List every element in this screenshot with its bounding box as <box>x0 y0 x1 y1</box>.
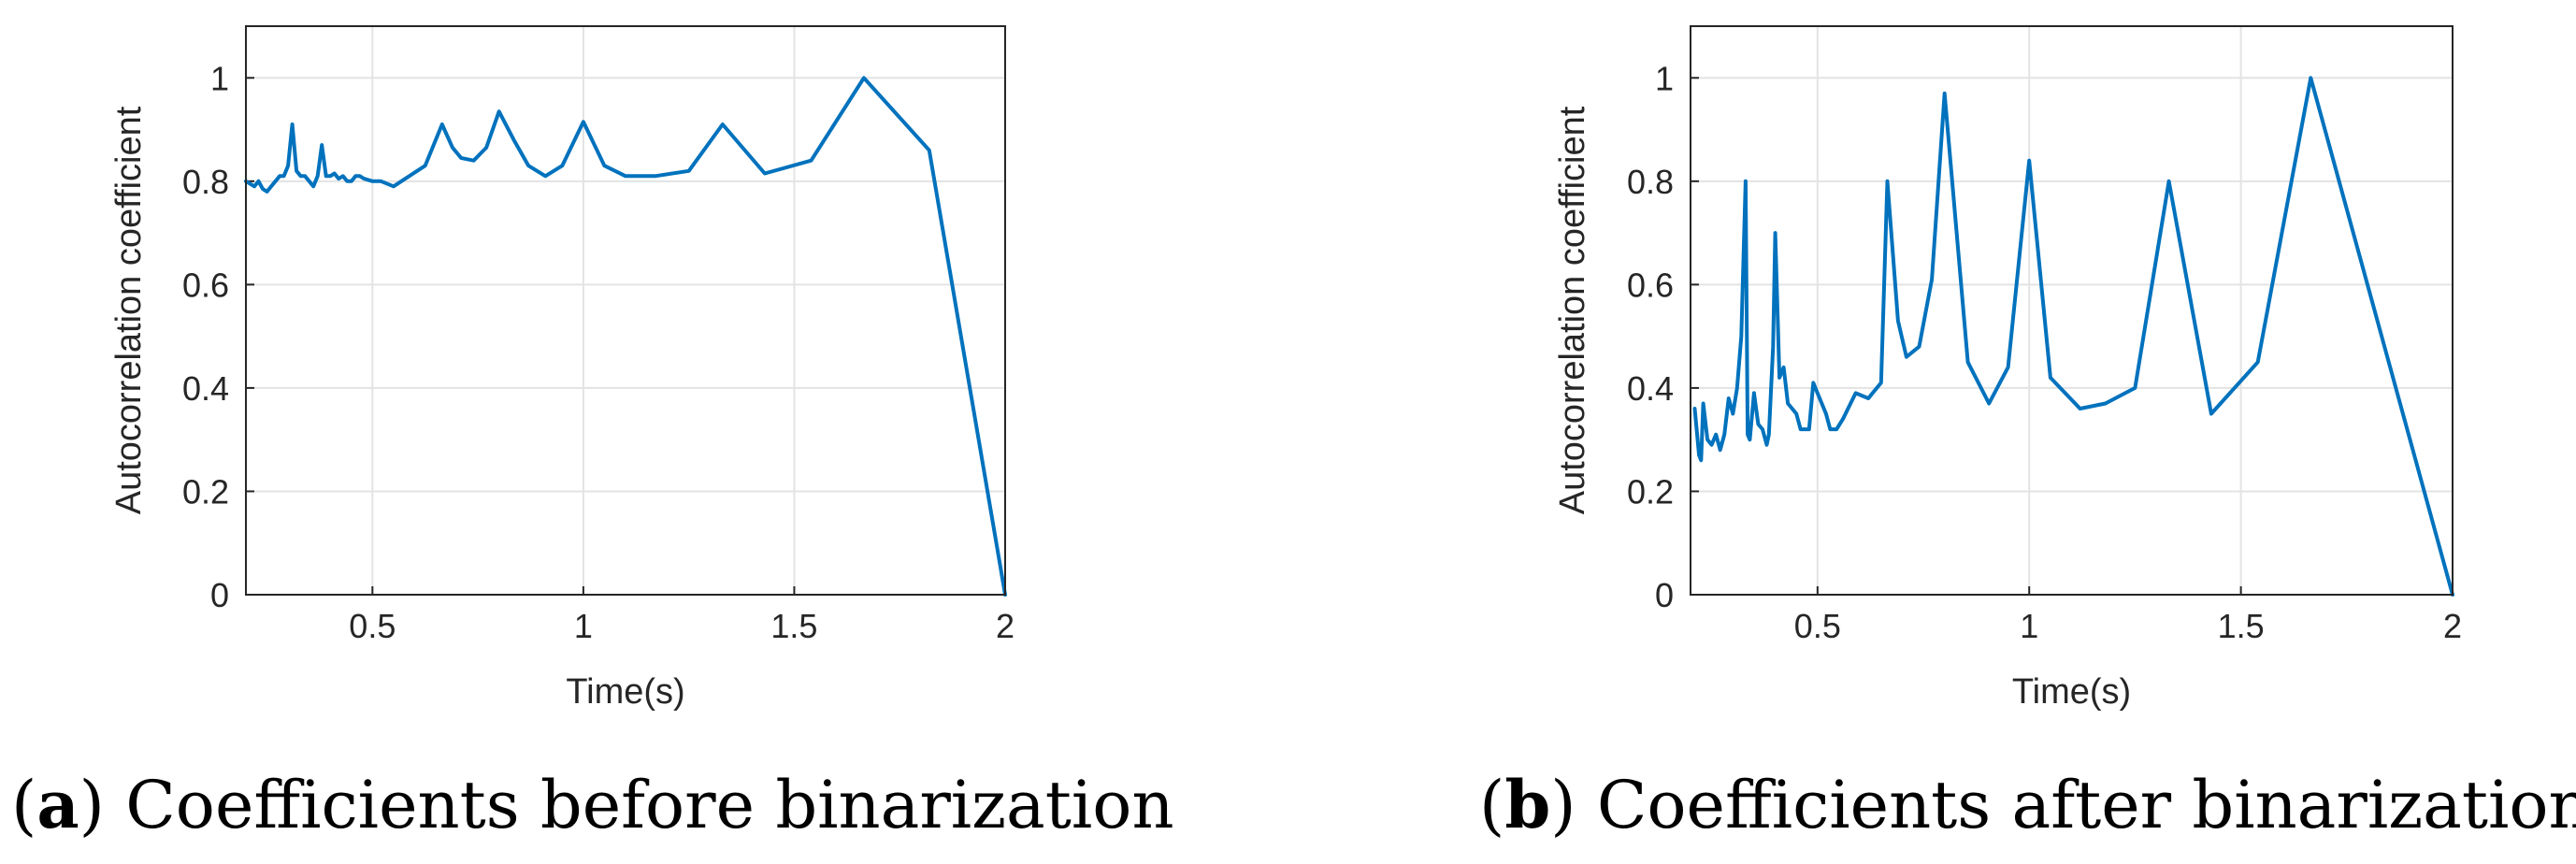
panel-a-caption: (a) Coefficients before binarization <box>11 766 1174 843</box>
panel-b-grid <box>1691 26 2454 596</box>
panel-a-x-axis-label: Time(s) <box>566 672 684 712</box>
panel-a-y-tick-label: 0 <box>210 576 229 614</box>
panel-a-y-tick-label: 0.4 <box>182 369 229 408</box>
panel-a: 0.5 1 1.5 2 0 0.2 0.4 0.6 0.8 1 Time(s) Autocorre… <box>0 0 1288 864</box>
panel-b-y-tick-label: 0.6 <box>1627 266 1674 304</box>
panel-b-y-tick-label: 0.4 <box>1627 369 1674 408</box>
panel-a-letter: a <box>36 766 79 843</box>
panel-b-labels: Time(s) Autocorrelation coefficient <box>1553 106 2131 712</box>
panel-b-letter: b <box>1504 766 1550 843</box>
panel-b-y-tick-label: 0.8 <box>1627 163 1674 201</box>
panel-b-series-line <box>1692 76 2454 597</box>
panel-b-y-axis-label: Autocorrelation coefficient <box>1553 106 1592 514</box>
panel-a-ticks: 0.5 1 1.5 2 0 0.2 0.4 0.6 0.8 1 <box>182 59 1015 645</box>
panel-a-background <box>0 0 1288 864</box>
panel-a-x-tick-label: 1.5 <box>770 607 817 645</box>
panel-a-y-tick-label: 0.2 <box>182 472 229 511</box>
panel-a-caption-text: Coefficients before binarization <box>125 767 1173 843</box>
panel-a-x-tick-label: 0.5 <box>349 607 396 645</box>
panel-b-axes-box <box>1690 25 2454 596</box>
panel-b-caption-text: Coefficients after binarization <box>1597 767 2576 843</box>
panel-a-series-line <box>244 76 1007 597</box>
panel-b-y-tick-label: 0 <box>1655 576 1674 614</box>
panel-b-x-tick-label: 0.5 <box>1794 607 1841 645</box>
panel-b-x-axis-label: Time(s) <box>2012 672 2131 712</box>
panel-b-x-tick-label: 1.5 <box>2218 607 2265 645</box>
panel-b-x-tick-label: 1 <box>2020 607 2038 645</box>
panel-b-caption: (b) Coefficients after binarization <box>1479 766 2576 843</box>
panel-b-y-tick-label: 0.2 <box>1627 472 1674 511</box>
panel-a-y-tick-label: 1 <box>210 59 229 97</box>
panel-a-y-tick-label: 0.6 <box>182 266 229 304</box>
panel-b-series <box>1692 76 2454 597</box>
panel-b-y-tick-label: 1 <box>1655 59 1674 97</box>
panel-a-y-axis-label: Autocorrelation coefficient <box>109 106 149 514</box>
panel-a-x-tick-label: 2 <box>996 607 1015 645</box>
panel-b-ticks: 0.5 1 1.5 2 0 0.2 0.4 0.6 0.8 1 <box>1627 59 2462 645</box>
panel-a-x-tick-label: 1 <box>574 607 593 645</box>
panel-a-axes-box <box>245 25 1006 596</box>
panel-b: 0.5 1 1.5 2 0 0.2 0.4 0.6 0.8 1 Time(s) Autocorre… <box>1479 25 2576 843</box>
panel-a-series <box>244 76 1007 597</box>
panel-a-y-tick-label: 0.8 <box>182 163 229 201</box>
panel-a-labels: Time(s) Autocorrelation coefficient <box>109 106 685 712</box>
panel-b-x-tick-label: 2 <box>2443 607 2462 645</box>
